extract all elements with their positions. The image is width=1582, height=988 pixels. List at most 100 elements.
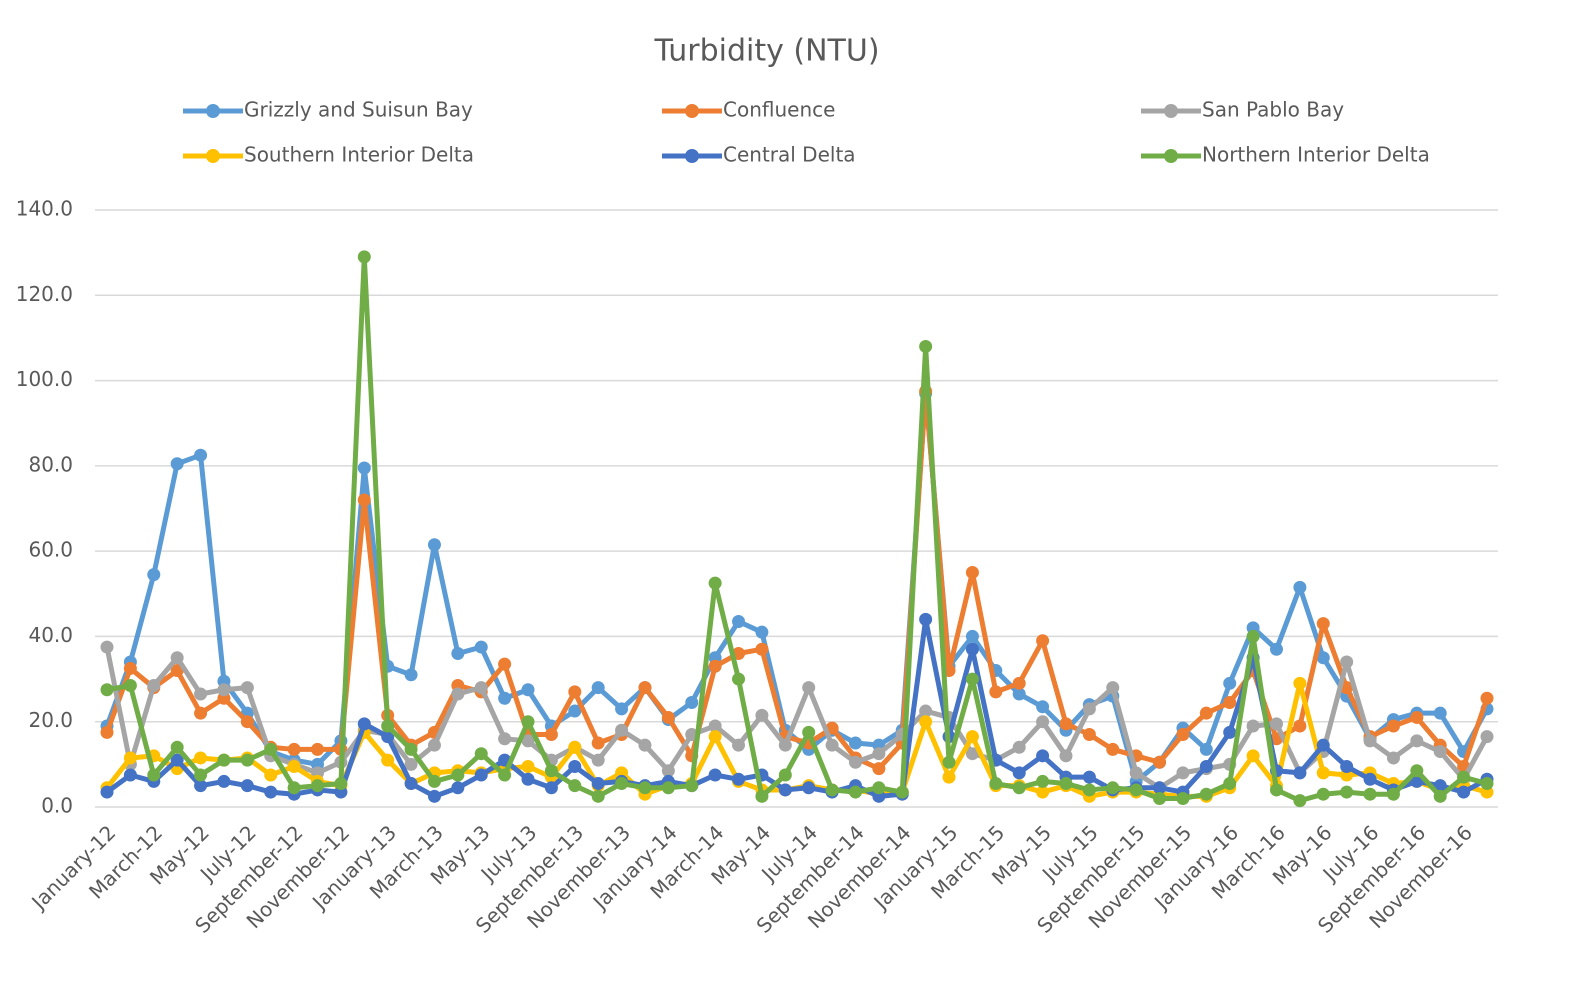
data-point [474, 681, 488, 695]
legend-marker [685, 149, 699, 163]
data-point [919, 339, 933, 353]
data-point [1012, 781, 1026, 795]
data-point [451, 646, 465, 660]
legend-label: San Pablo Bay [1202, 98, 1344, 122]
data-point [848, 736, 862, 750]
data-point [1246, 719, 1260, 733]
data-point [1106, 681, 1120, 695]
data-point [591, 681, 605, 695]
data-point [194, 448, 208, 462]
data-point [100, 725, 114, 739]
data-point [427, 789, 441, 803]
data-point [591, 777, 605, 791]
data-point [1246, 629, 1260, 643]
data-point [521, 734, 535, 748]
legend-marker [206, 149, 220, 163]
data-point [357, 493, 371, 507]
data-point [1153, 781, 1167, 795]
data-point [240, 681, 254, 695]
legend-label: Confluence [723, 98, 835, 122]
data-point [568, 779, 582, 793]
data-point [521, 715, 535, 729]
data-point [1433, 789, 1447, 803]
data-point [1340, 785, 1354, 799]
y-tick-label: 40.0 [28, 623, 73, 647]
data-point [1059, 749, 1073, 763]
data-point [311, 779, 325, 793]
data-point [708, 730, 722, 744]
data-point [1410, 710, 1424, 724]
legend-marker [685, 104, 699, 118]
data-point [1410, 734, 1424, 748]
y-tick-label: 80.0 [28, 452, 73, 476]
data-point [1433, 779, 1447, 793]
data-point [615, 723, 629, 737]
legend-entry: San Pablo Bay [1141, 98, 1344, 122]
data-point [872, 762, 886, 776]
data-point [919, 715, 933, 729]
data-point [474, 768, 488, 782]
data-point [965, 747, 979, 761]
data-point [357, 717, 371, 731]
data-point [1316, 617, 1330, 631]
data-point [451, 768, 465, 782]
data-point [170, 457, 184, 471]
data-point [1129, 766, 1143, 780]
data-point [240, 779, 254, 793]
data-point [1199, 706, 1213, 720]
data-point [1433, 745, 1447, 759]
data-point [147, 678, 161, 692]
data-point [755, 625, 769, 639]
data-point [778, 783, 792, 797]
data-point [427, 538, 441, 552]
data-point [1340, 759, 1354, 773]
data-point [498, 768, 512, 782]
data-point [1363, 787, 1377, 801]
data-point [1129, 783, 1143, 797]
data-point [919, 612, 933, 626]
legend-entry: Central Delta [662, 143, 856, 167]
legend-label: Southern Interior Delta [244, 143, 474, 167]
data-point [170, 740, 184, 754]
legend-marker [206, 104, 220, 118]
data-point [708, 576, 722, 590]
data-point [802, 781, 816, 795]
data-point [1246, 749, 1260, 763]
data-point [1293, 794, 1307, 808]
data-point [1316, 766, 1330, 780]
data-point [1223, 696, 1237, 710]
data-point [661, 710, 675, 724]
data-point [170, 753, 184, 767]
data-point [568, 740, 582, 754]
data-point [544, 764, 558, 778]
legend-entry: Southern Interior Delta [183, 143, 474, 167]
data-point [100, 785, 114, 799]
data-point [1340, 681, 1354, 695]
data-point [942, 770, 956, 784]
data-point [194, 687, 208, 701]
data-point [1036, 715, 1050, 729]
data-point [1293, 580, 1307, 594]
data-point [123, 661, 137, 675]
data-point [825, 783, 839, 797]
data-point [217, 753, 231, 767]
y-tick-label: 120.0 [16, 282, 73, 306]
data-point [1269, 717, 1283, 731]
data-point [1293, 676, 1307, 690]
data-point [1012, 766, 1026, 780]
data-point [1457, 785, 1471, 799]
y-tick-label: 20.0 [28, 708, 73, 732]
data-point [264, 785, 278, 799]
data-point [1293, 766, 1307, 780]
data-point [568, 704, 582, 718]
data-point [404, 777, 418, 791]
data-point [732, 738, 746, 752]
data-point [919, 704, 933, 718]
data-point [1223, 676, 1237, 690]
data-point [240, 753, 254, 767]
data-point [755, 708, 769, 722]
data-point [755, 789, 769, 803]
data-point [498, 657, 512, 671]
data-point [1410, 774, 1424, 788]
